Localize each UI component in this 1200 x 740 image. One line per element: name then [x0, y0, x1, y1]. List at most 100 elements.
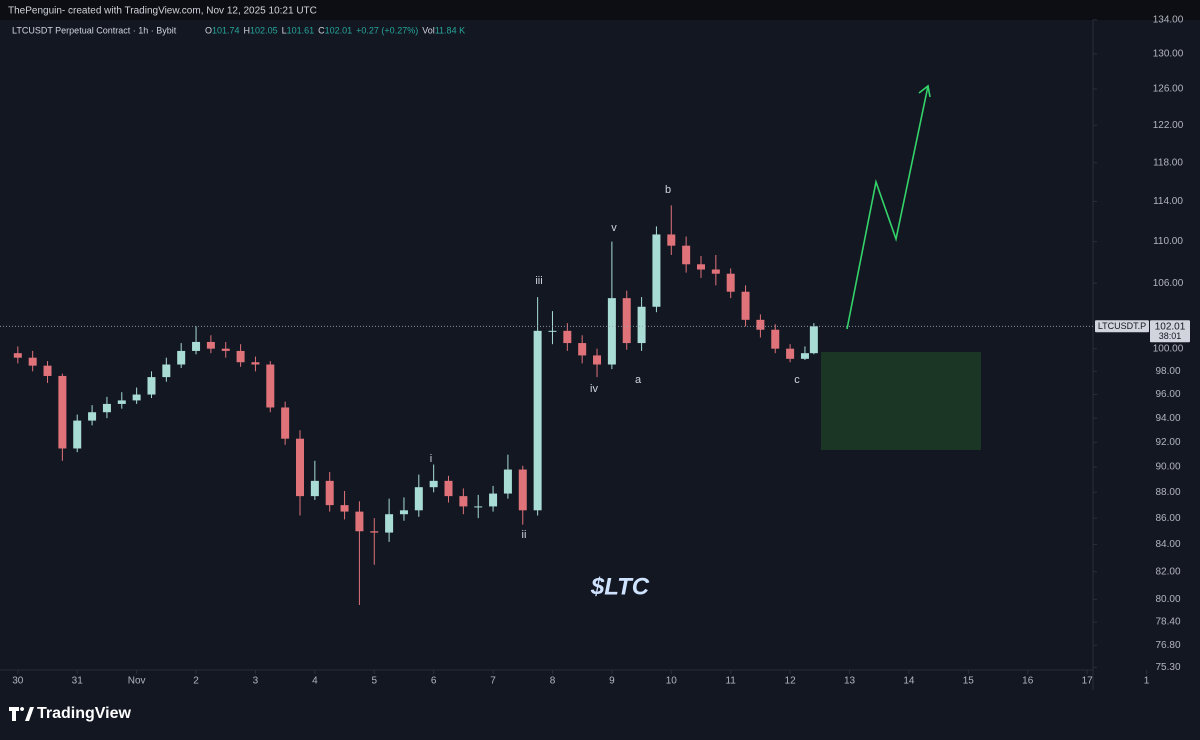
projection-arrowhead	[918, 84, 931, 98]
x-tick-label: 13	[844, 676, 856, 687]
candle-body	[593, 355, 602, 365]
candle-body	[117, 400, 126, 404]
x-tick-label: 11	[725, 676, 736, 687]
candle-body	[73, 420, 82, 449]
candle-body	[399, 510, 408, 515]
symbol-tag	[1095, 320, 1149, 333]
ticker-note: $LTC	[590, 573, 650, 600]
y-tick-label: 122.00	[1153, 120, 1184, 131]
x-tick-label: 12	[785, 676, 797, 687]
candle-body	[786, 348, 795, 359]
y-tick-label: 106.00	[1153, 278, 1184, 289]
logo-mark	[9, 707, 34, 721]
x-tick-label: 9	[609, 676, 615, 687]
x-tick-label: 3	[253, 676, 259, 687]
candle-body	[637, 306, 646, 344]
legend-value: +0.27 (+0.27%)	[356, 25, 418, 35]
wave-label: iv	[590, 383, 598, 395]
candles	[13, 205, 818, 606]
candle-body	[13, 353, 22, 358]
candle-body	[43, 365, 52, 376]
y-tick-label: 100.00	[1153, 343, 1184, 354]
x-tick-label: 30	[12, 676, 24, 687]
candle-body	[132, 394, 141, 401]
y-tick-label: 86.00	[1155, 513, 1180, 524]
candle-body	[162, 364, 171, 378]
legend: LTCUSDT Perpetual Contract · 1h · Bybit …	[12, 25, 465, 35]
projection-path	[846, 85, 929, 330]
y-tick-label: 118.00	[1153, 157, 1183, 168]
y-tick-label: 94.00	[1155, 413, 1180, 424]
candle-body	[177, 350, 186, 365]
candle-body	[474, 506, 483, 508]
candle-body	[88, 412, 97, 421]
price-tag-text: 102.01	[1155, 321, 1186, 332]
y-tick-label: 80.00	[1155, 594, 1180, 605]
legend-value: 102.05	[250, 25, 278, 35]
price-tag	[1150, 320, 1190, 343]
candle-body	[652, 234, 661, 307]
candle-body	[607, 298, 616, 365]
plot-background	[0, 20, 1200, 690]
y-tick-label: 90.00	[1155, 462, 1180, 473]
candle-body	[221, 348, 230, 351]
y-tick-label: 75.30	[1155, 662, 1180, 673]
candle-body	[711, 269, 720, 274]
y-tick-label: 88.00	[1155, 487, 1180, 498]
candle-body	[58, 375, 67, 449]
candle-body	[503, 469, 512, 494]
candle-body	[622, 298, 631, 344]
countdown: 38:01	[1159, 331, 1182, 341]
candle-body	[296, 438, 304, 497]
legend-value: 101.74	[212, 25, 240, 35]
candle-body	[578, 343, 587, 356]
candle-body	[771, 329, 780, 349]
wave-label: b	[665, 184, 671, 196]
candle-body	[370, 531, 379, 533]
wave-label: iii	[535, 275, 542, 287]
legend-value: C	[318, 25, 325, 35]
wave-label: a	[635, 374, 642, 386]
wave-label: ii	[522, 529, 527, 541]
y-tick-label: 130.00	[1153, 49, 1184, 60]
wave-label: v	[611, 222, 617, 234]
candle-body	[281, 407, 290, 439]
y-tick-label: 126.00	[1153, 84, 1184, 95]
candle-body	[444, 480, 453, 497]
credit: ThePenguin- created with TradingView.com…	[8, 6, 317, 17]
y-tick-label: 82.00	[1155, 566, 1180, 577]
candle-body	[682, 245, 691, 265]
candle-body	[667, 234, 676, 246]
candle-body	[741, 291, 750, 320]
legend-value: H	[244, 25, 251, 35]
x-tick-label: 14	[903, 676, 915, 687]
wave-label: c	[794, 374, 800, 386]
candle-body	[414, 487, 423, 511]
x-tick-label: 7	[490, 676, 496, 687]
candle-body	[28, 357, 37, 366]
candle-body	[459, 496, 468, 507]
y-tick-label: 98.00	[1155, 366, 1180, 377]
y-tick-label: 84.00	[1155, 539, 1180, 550]
candle-body	[518, 469, 527, 511]
legend-value: 101.61	[287, 25, 315, 35]
y-tick-label: 76.80	[1155, 640, 1180, 651]
candle-body	[236, 350, 245, 363]
logo-text: TradingView	[37, 705, 132, 722]
x-tick-label: 5	[371, 676, 377, 687]
legend-value: 11.84 K	[435, 25, 465, 35]
x-tick-label: 15	[963, 676, 975, 687]
candle-body	[800, 353, 809, 359]
x-tick-label: 2	[193, 676, 199, 687]
x-tick-label: 6	[431, 676, 437, 687]
candle-body	[726, 273, 735, 292]
x-tick-label: 31	[72, 676, 84, 687]
candle-body	[310, 480, 319, 497]
x-tick-label: 17	[1082, 676, 1094, 687]
symbol-title: LTCUSDT Perpetual Contract · 1h · Bybit	[12, 25, 177, 35]
x-tick-label: Nov	[128, 676, 146, 687]
logo: TradingView	[9, 705, 132, 722]
candle-body	[266, 364, 275, 408]
candle-body	[206, 341, 215, 349]
